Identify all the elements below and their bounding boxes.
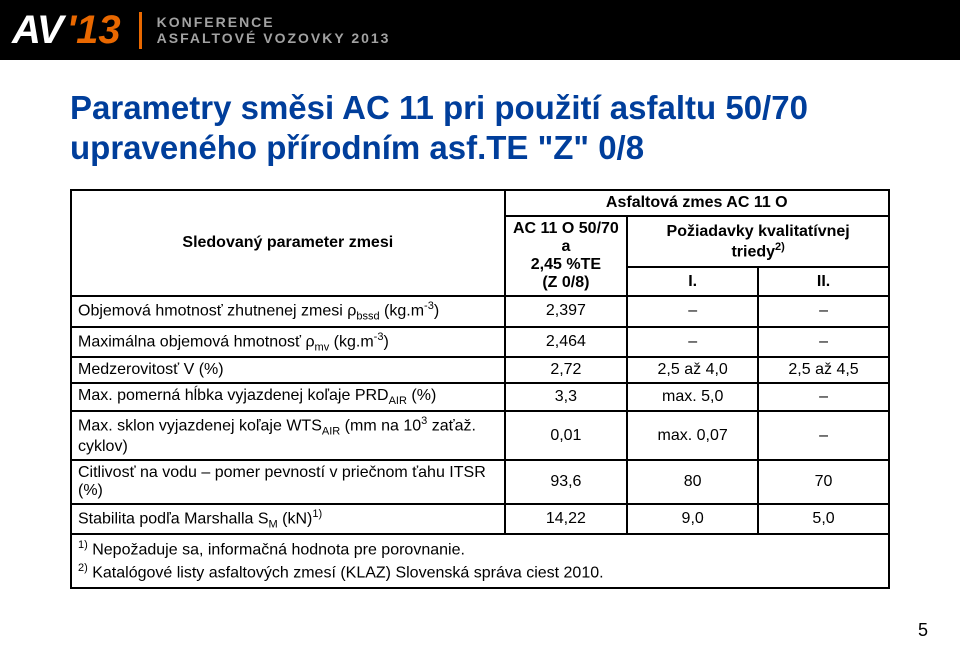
header-value-line2: 2,45 %TE xyxy=(531,256,601,273)
param-cell: Maximálna objemová hmotnosť ρmv (kg.m-3) xyxy=(71,327,505,358)
class-i-cell: – xyxy=(627,296,758,327)
footnote1-text: Nepožaduje sa, informačná hodnota pre po… xyxy=(88,542,465,559)
logo-av: AV xyxy=(12,10,63,50)
class-i-cell: 80 xyxy=(627,460,758,504)
header-param: Sledovaný parameter zmesi xyxy=(71,190,505,296)
table-footnotes: 1) Nepožaduje sa, informačná hodnota pre… xyxy=(70,535,890,589)
header-class-i: I. xyxy=(627,267,758,296)
param-superscript: -3 xyxy=(424,300,434,312)
class-i-cell: 2,5 až 4,0 xyxy=(627,357,758,383)
header-value-line1: AC 11 O 50/70 a xyxy=(513,220,619,255)
slide-content: Parametry směsi AC 11 pri použití asfalt… xyxy=(0,60,960,589)
value-cell: 14,22 xyxy=(505,504,628,535)
table-row: Objemová hmotnosť zhutnenej zmesi ρbssd … xyxy=(71,296,889,327)
header-req-sup: 2) xyxy=(775,241,785,253)
logo: AV '13 xyxy=(12,10,121,50)
class-ii-cell: – xyxy=(758,383,889,411)
conference-line2: ASFALTOVÉ VOZOVKY 2013 xyxy=(157,30,391,46)
table-row: Maximálna objemová hmotnosť ρmv (kg.m-3)… xyxy=(71,327,889,358)
value-cell: 93,6 xyxy=(505,460,628,504)
param-cell: Medzerovitosť V (%) xyxy=(71,357,505,383)
class-ii-cell: 70 xyxy=(758,460,889,504)
table-row: Citlivosť na vodu – pomer pevností v pri… xyxy=(71,460,889,504)
value-cell: 2,397 xyxy=(505,296,628,327)
table-row: Max. sklon vyjazdenej koľaje WTSAIR (mm … xyxy=(71,411,889,460)
header-req-line1: Požiadavky kvalitatívnej xyxy=(667,223,850,240)
header-requirements: Požiadavky kvalitatívnej triedy2) xyxy=(627,216,889,267)
topbar: AV '13 KONFERENCE ASFALTOVÉ VOZOVKY 2013 xyxy=(0,0,960,60)
param-cell: Citlivosť na vodu – pomer pevností v pri… xyxy=(71,460,505,504)
header-mix: Asfaltová zmes AC 11 O xyxy=(505,190,889,216)
table-header-row: Sledovaný parameter zmesi Asfaltová zmes… xyxy=(71,190,889,216)
conference-title-block: KONFERENCE ASFALTOVÉ VOZOVKY 2013 xyxy=(157,14,391,46)
param-subscript: M xyxy=(269,518,278,530)
param-subscript: AIR xyxy=(322,426,340,438)
page-number: 5 xyxy=(918,620,928,641)
table-row: Stabilita podľa Marshalla SM (kN)1)14,22… xyxy=(71,504,889,535)
header-req-line2: triedy xyxy=(731,243,775,260)
table-row: Medzerovitosť V (%)2,722,5 až 4,02,5 až … xyxy=(71,357,889,383)
value-cell: 0,01 xyxy=(505,411,628,460)
table-row: Max. pomerná hĺbka vyjazdenej koľaje PRD… xyxy=(71,383,889,411)
logo-divider xyxy=(139,12,142,49)
param-cell: Max. sklon vyjazdenej koľaje WTSAIR (mm … xyxy=(71,411,505,460)
param-cell: Stabilita podľa Marshalla SM (kN)1) xyxy=(71,504,505,535)
class-ii-cell: – xyxy=(758,327,889,358)
header-value-line3: (Z 0/8) xyxy=(542,274,589,291)
footnote2-text: Katalógové listy asfaltových zmesí (KLAZ… xyxy=(88,565,604,582)
param-cell: Max. pomerná hĺbka vyjazdenej koľaje PRD… xyxy=(71,383,505,411)
class-ii-cell: 2,5 až 4,5 xyxy=(758,357,889,383)
class-i-cell: max. 5,0 xyxy=(627,383,758,411)
param-subscript: mv xyxy=(315,341,330,353)
conference-line1: KONFERENCE xyxy=(157,14,391,30)
class-ii-cell: 5,0 xyxy=(758,504,889,535)
value-cell: 2,72 xyxy=(505,357,628,383)
class-ii-cell: – xyxy=(758,296,889,327)
footnote2-sup: 2) xyxy=(78,562,88,574)
class-ii-cell: – xyxy=(758,411,889,460)
class-i-cell: 9,0 xyxy=(627,504,758,535)
param-superscript: 3 xyxy=(421,415,427,427)
class-i-cell: – xyxy=(627,327,758,358)
param-cell: Objemová hmotnosť zhutnenej zmesi ρbssd … xyxy=(71,296,505,327)
slide-title: Parametry směsi AC 11 pri použití asfalt… xyxy=(70,88,890,167)
param-superscript: -3 xyxy=(374,331,384,343)
parameters-table: Sledovaný parameter zmesi Asfaltová zmes… xyxy=(70,189,890,535)
logo-year: '13 xyxy=(67,10,121,50)
param-subscript: bssd xyxy=(356,311,379,323)
header-value-col: AC 11 O 50/70 a 2,45 %TE (Z 0/8) xyxy=(505,216,628,296)
header-class-ii: II. xyxy=(758,267,889,296)
value-cell: 3,3 xyxy=(505,383,628,411)
class-i-cell: max. 0,07 xyxy=(627,411,758,460)
footnote1-sup: 1) xyxy=(78,539,88,551)
value-cell: 2,464 xyxy=(505,327,628,358)
param-superscript: 1) xyxy=(312,508,322,520)
param-subscript: AIR xyxy=(389,395,407,407)
